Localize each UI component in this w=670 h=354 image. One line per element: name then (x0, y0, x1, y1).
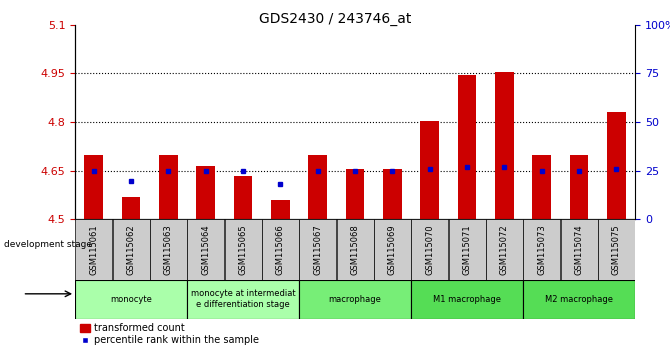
Text: GSM115061: GSM115061 (89, 224, 98, 275)
FancyBboxPatch shape (224, 219, 261, 280)
Text: monocyte at intermediat
e differentiation stage: monocyte at intermediat e differentiatio… (191, 290, 295, 309)
Bar (607, 112, 626, 219)
Bar (122, 197, 141, 219)
Text: GSM115073: GSM115073 (537, 224, 546, 275)
Text: GSM115069: GSM115069 (388, 224, 397, 275)
FancyBboxPatch shape (336, 219, 374, 280)
Text: GSM115070: GSM115070 (425, 224, 434, 275)
Text: GSM115063: GSM115063 (164, 224, 173, 275)
Text: M1 macrophage: M1 macrophage (433, 295, 501, 304)
Bar (570, 155, 588, 219)
Bar (196, 166, 215, 219)
Text: GSM115068: GSM115068 (350, 224, 360, 275)
Bar (271, 200, 289, 219)
FancyBboxPatch shape (523, 219, 560, 280)
Bar (383, 169, 402, 219)
FancyBboxPatch shape (187, 219, 224, 280)
Bar (495, 72, 514, 219)
FancyBboxPatch shape (411, 219, 448, 280)
Text: GSM115072: GSM115072 (500, 224, 509, 275)
FancyBboxPatch shape (374, 219, 411, 280)
FancyBboxPatch shape (187, 280, 299, 319)
Bar (159, 155, 178, 219)
FancyBboxPatch shape (411, 280, 523, 319)
FancyBboxPatch shape (75, 219, 112, 280)
FancyBboxPatch shape (299, 280, 411, 319)
Bar (458, 75, 476, 219)
FancyBboxPatch shape (262, 219, 299, 280)
Bar (234, 176, 253, 219)
Text: GSM115071: GSM115071 (462, 224, 472, 275)
Text: GSM115067: GSM115067 (314, 224, 322, 275)
FancyBboxPatch shape (299, 219, 336, 280)
Text: GSM115065: GSM115065 (239, 224, 248, 275)
FancyBboxPatch shape (561, 219, 598, 280)
Text: macrophage: macrophage (329, 295, 381, 304)
Text: development stage: development stage (4, 240, 92, 249)
Text: M2 macrophage: M2 macrophage (545, 295, 613, 304)
FancyBboxPatch shape (150, 219, 187, 280)
Bar (84, 155, 103, 219)
Bar (346, 169, 364, 219)
FancyBboxPatch shape (75, 280, 187, 319)
Bar (421, 120, 439, 219)
Text: GSM115075: GSM115075 (612, 224, 621, 275)
FancyBboxPatch shape (486, 219, 523, 280)
Text: GSM115074: GSM115074 (575, 224, 584, 275)
Text: GDS2430 / 243746_at: GDS2430 / 243746_at (259, 12, 411, 27)
Legend: transformed count, percentile rank within the sample: transformed count, percentile rank withi… (80, 324, 259, 346)
Text: GSM115062: GSM115062 (127, 224, 135, 275)
Bar (308, 155, 327, 219)
Text: GSM115064: GSM115064 (201, 224, 210, 275)
FancyBboxPatch shape (449, 219, 486, 280)
FancyBboxPatch shape (113, 219, 149, 280)
Text: monocyte: monocyte (110, 295, 152, 304)
FancyBboxPatch shape (598, 219, 635, 280)
Text: GSM115066: GSM115066 (276, 224, 285, 275)
Bar (533, 155, 551, 219)
FancyBboxPatch shape (523, 280, 635, 319)
